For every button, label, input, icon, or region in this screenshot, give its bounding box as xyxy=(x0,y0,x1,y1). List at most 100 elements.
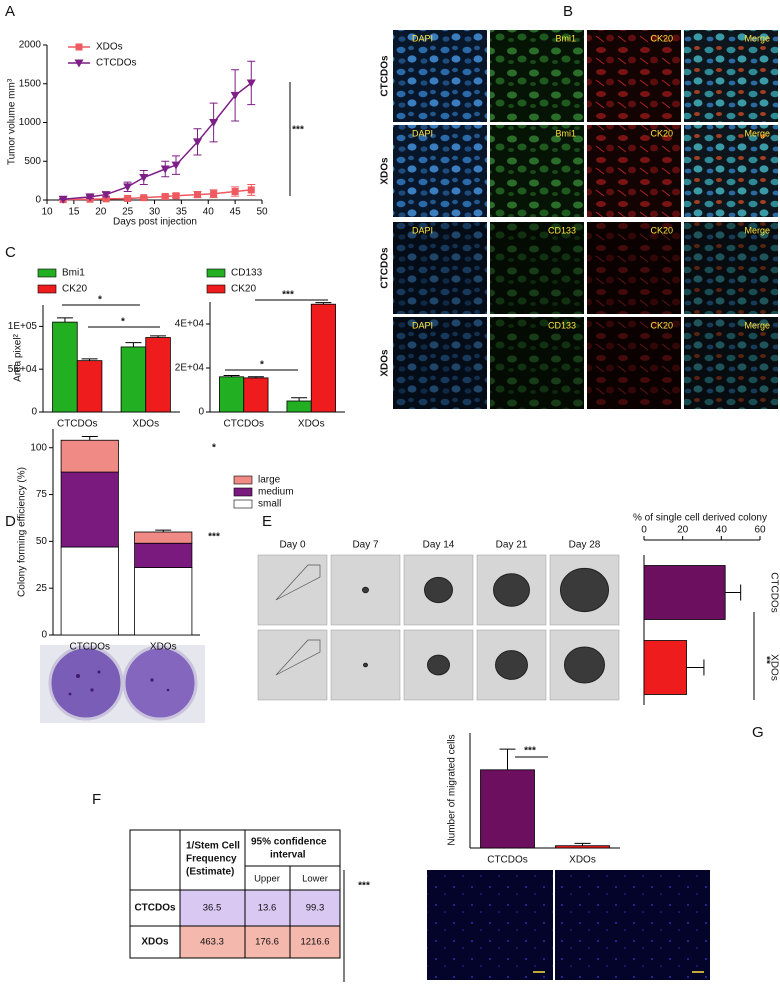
row-label: CTCDOs xyxy=(134,903,176,914)
annotation: ** xyxy=(760,656,771,664)
panel-letter: D xyxy=(5,513,16,530)
channel-label: CK20 xyxy=(650,225,673,235)
channel-label: CD133 xyxy=(548,320,576,330)
day-label: Day 7 xyxy=(352,540,379,551)
micrograph xyxy=(393,317,487,409)
category-label: XDOs xyxy=(298,419,325,430)
x-tick-label: 20 xyxy=(677,525,689,536)
table: 1/Stem Cell Frequency (Estimate) 95% con… xyxy=(129,829,370,982)
marker xyxy=(194,191,201,199)
panel-letter: A xyxy=(5,3,15,20)
table-header: (Estimate) xyxy=(186,867,234,878)
category-label: XDOs xyxy=(768,654,779,681)
panel-letter: G xyxy=(752,724,764,741)
micrograph-shade xyxy=(587,222,681,314)
marker xyxy=(58,195,68,204)
row-label: XDOs xyxy=(380,157,391,185)
row-label: XDOs xyxy=(380,349,391,377)
table-cell-text: 13.6 xyxy=(258,903,277,914)
channel-label: Merge xyxy=(744,128,770,138)
table-cell xyxy=(289,889,341,927)
well xyxy=(122,645,198,721)
micrograph xyxy=(684,317,778,409)
x-tick-label: 20 xyxy=(95,207,107,218)
micrograph xyxy=(393,222,487,314)
legend-label: XDOs xyxy=(96,42,123,53)
error-bar xyxy=(150,335,167,338)
legend-swatch xyxy=(233,487,253,497)
marker xyxy=(247,186,255,194)
table-cell xyxy=(179,889,246,927)
bar xyxy=(60,471,119,548)
y-axis-label: Number of migrated cells xyxy=(447,734,458,845)
y-tick-label: 4E+04 xyxy=(175,319,205,330)
legend-label: CD133 xyxy=(231,268,263,279)
colony xyxy=(166,688,170,692)
error-bar xyxy=(125,342,142,347)
marker xyxy=(246,79,256,88)
organoid xyxy=(427,654,450,676)
channel-label: CD133 xyxy=(548,225,576,235)
error-bar xyxy=(56,317,73,323)
channel-label: CK20 xyxy=(650,320,673,330)
organoid xyxy=(495,650,528,680)
bar xyxy=(643,640,687,695)
channel-label: Bmi1 xyxy=(555,33,576,43)
category-label: CTCDOs xyxy=(768,572,779,613)
marker xyxy=(171,161,181,170)
annotation: *** xyxy=(208,532,220,543)
annotation: * xyxy=(121,317,125,328)
micrograph xyxy=(587,125,681,217)
y-tick-label: 25 xyxy=(36,583,48,594)
marker xyxy=(140,194,148,202)
colony xyxy=(97,670,101,674)
table-header: 95% confidence xyxy=(251,837,327,848)
table-cell xyxy=(244,829,341,867)
marker xyxy=(209,119,219,127)
channel-label: Merge xyxy=(744,225,770,235)
y-tick-label: 0 xyxy=(41,630,47,641)
micrograph xyxy=(587,222,681,314)
annotation: * xyxy=(260,360,264,371)
x-tick-label: 40 xyxy=(716,525,728,536)
table-cell xyxy=(129,829,181,891)
channel-label: DAPI xyxy=(412,128,433,138)
x-tick-label: 0 xyxy=(641,525,647,536)
micrograph xyxy=(490,125,584,217)
legend-label: large xyxy=(258,475,281,486)
table-header: Upper xyxy=(254,874,280,885)
colony xyxy=(76,674,80,678)
marker xyxy=(230,91,240,100)
category-label: CTCDOs xyxy=(57,419,98,430)
y-axis-label: Colony forming efficiency (%) xyxy=(17,467,28,597)
table-cell-text: 36.5 xyxy=(203,903,222,914)
legend-swatch xyxy=(37,268,57,278)
bar xyxy=(60,546,119,636)
x-tick-label: 25 xyxy=(122,207,134,218)
bar xyxy=(145,337,171,413)
x-axis-label: Days post injection xyxy=(113,217,197,228)
y-tick-label: 1500 xyxy=(19,78,42,89)
legend-swatch xyxy=(233,499,253,509)
bar xyxy=(60,439,119,473)
micrograph xyxy=(490,30,584,122)
legend-label: CK20 xyxy=(62,284,87,295)
marker xyxy=(85,193,95,202)
channel-label: Merge xyxy=(744,33,770,43)
table-cell xyxy=(179,925,246,959)
micrograph-shade xyxy=(587,317,681,409)
bar xyxy=(219,376,245,413)
row-label: XDOs xyxy=(141,937,169,948)
category-label: XDOs xyxy=(569,855,596,866)
table-cell-text: 463.3 xyxy=(200,937,224,948)
marker xyxy=(172,192,180,200)
error-bar xyxy=(81,435,98,441)
legend-label: medium xyxy=(258,487,294,498)
micrograph xyxy=(684,125,778,217)
category-label: XDOs xyxy=(132,419,159,430)
micrograph xyxy=(393,125,487,217)
inset xyxy=(275,639,321,676)
bar xyxy=(243,377,269,413)
table-header: interval xyxy=(270,850,306,861)
